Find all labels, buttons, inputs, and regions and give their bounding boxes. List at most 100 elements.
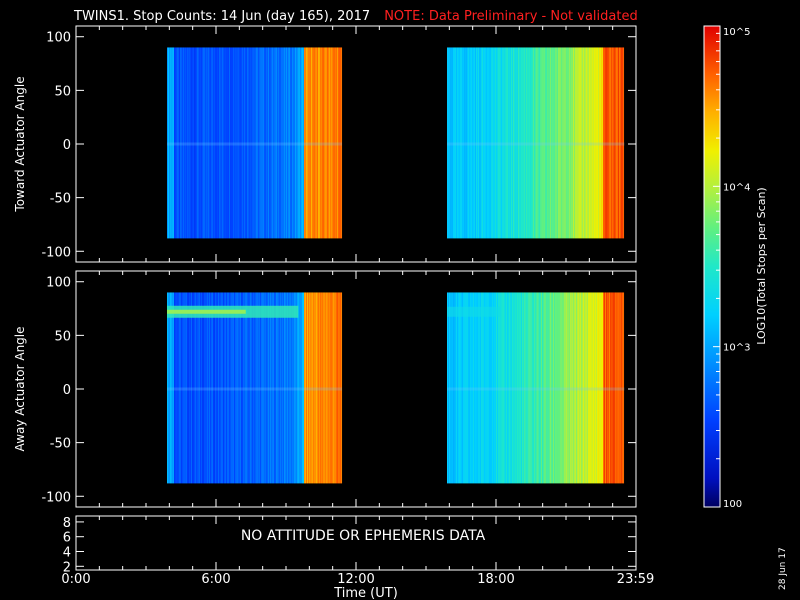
heatmap-column — [266, 47, 268, 239]
heatmap-column — [475, 47, 477, 239]
y-tick-label: 4 — [63, 546, 71, 561]
heatmap-column — [492, 47, 494, 239]
heatmap-column — [315, 292, 317, 484]
heatmap-column — [480, 292, 482, 484]
heatmap-column — [518, 47, 520, 239]
heatmap-column — [611, 47, 613, 239]
heatmap-column — [499, 47, 501, 239]
heatmap-column — [565, 292, 567, 484]
heatmap-column — [524, 47, 526, 239]
heatmap-column — [478, 47, 480, 239]
heatmap-column — [523, 292, 525, 484]
heatmap-column — [591, 47, 593, 239]
heatmap-column — [574, 47, 576, 239]
heatmap-column — [251, 47, 253, 239]
heatmap-column — [581, 292, 583, 484]
heatmap-column — [553, 292, 555, 484]
heatmap-column — [514, 292, 516, 484]
heatmap-column — [482, 47, 484, 239]
heatmap-column — [262, 47, 264, 239]
heatmap-column — [311, 47, 313, 239]
heatmap-column — [244, 292, 246, 484]
heatmap-column — [323, 47, 325, 239]
heatmap-column — [234, 47, 236, 239]
heatmap-column — [183, 292, 185, 484]
heatmap-column — [327, 292, 329, 484]
heatmap-column — [251, 292, 253, 484]
heatmap-column — [479, 292, 481, 484]
heatmap-column — [325, 47, 327, 239]
heatmap-column — [560, 292, 562, 484]
heatmap-column — [558, 47, 560, 239]
heatmap-column — [613, 47, 615, 239]
heatmap-column — [534, 292, 536, 484]
heatmap-column — [217, 47, 219, 239]
heatmap-column — [338, 292, 340, 484]
heatmap-column — [466, 292, 468, 484]
heatmap-column — [495, 292, 497, 484]
heatmap-column — [195, 47, 197, 239]
heatmap-column — [334, 292, 336, 484]
heatmap-column — [198, 47, 200, 239]
heatmap-column — [273, 292, 275, 484]
heatmap-column — [324, 47, 326, 239]
heatmap-column — [241, 292, 243, 484]
heatmap-column — [299, 292, 301, 484]
heatmap-column — [510, 47, 512, 239]
heatmap-column — [486, 292, 488, 484]
heatmap-column — [333, 292, 335, 484]
x-tick-label: 23:59 — [617, 572, 654, 587]
heatmap-column — [548, 47, 550, 239]
heatmap-column — [291, 292, 293, 484]
heatmap-column — [587, 47, 589, 239]
heatmap-column — [222, 47, 224, 239]
heatmap-column — [237, 47, 239, 239]
heatmap-column — [302, 292, 304, 484]
heatmap-column — [329, 292, 331, 484]
heatmap-column — [266, 292, 268, 484]
heatmap-column — [505, 47, 507, 239]
heatmap-column — [472, 292, 474, 484]
heatmap-column — [294, 292, 296, 484]
heatmap-column — [472, 47, 474, 239]
zero-angle-band — [447, 387, 625, 391]
heatmap-column — [477, 292, 479, 484]
heatmap-column — [234, 292, 236, 484]
heatmap-column — [331, 292, 333, 484]
heatmap-column — [330, 47, 332, 239]
heatmap-column — [275, 47, 277, 239]
heatmap-column — [453, 292, 455, 484]
heatmap-column — [475, 292, 477, 484]
heatmap-column — [220, 47, 222, 239]
heatmap-column — [182, 292, 184, 484]
heatmap-column — [220, 292, 222, 484]
heatmap-column — [281, 47, 283, 239]
heatmap-column — [525, 292, 527, 484]
heatmap-column — [181, 47, 183, 239]
heatmap-column — [231, 292, 233, 484]
heatmap-column — [555, 47, 557, 239]
heatmap-column — [504, 292, 506, 484]
heatmap-column — [308, 292, 310, 484]
heatmap-column — [451, 47, 453, 239]
heatmap-column — [303, 292, 305, 484]
heatmap-column — [242, 47, 244, 239]
heatmap-column — [179, 47, 181, 239]
heatmap-column — [545, 47, 547, 239]
heatmap-column — [536, 292, 538, 484]
heatmap-column — [328, 292, 330, 484]
heatmap-column — [331, 47, 333, 239]
preliminary-note: NOTE: Data Preliminary - Not validated — [384, 9, 638, 24]
heatmap-column — [230, 292, 232, 484]
heatmap-column — [179, 292, 181, 484]
heatmap-column — [280, 47, 282, 239]
heatmap-column — [308, 47, 310, 239]
heatmap-column — [622, 292, 624, 484]
heatmap-column — [180, 292, 182, 484]
panel-frame-top — [75, 25, 637, 263]
heatmap-column — [228, 292, 230, 484]
heatmap-column — [276, 47, 278, 239]
heatmap-column — [521, 47, 523, 239]
heatmap-column — [507, 47, 509, 239]
